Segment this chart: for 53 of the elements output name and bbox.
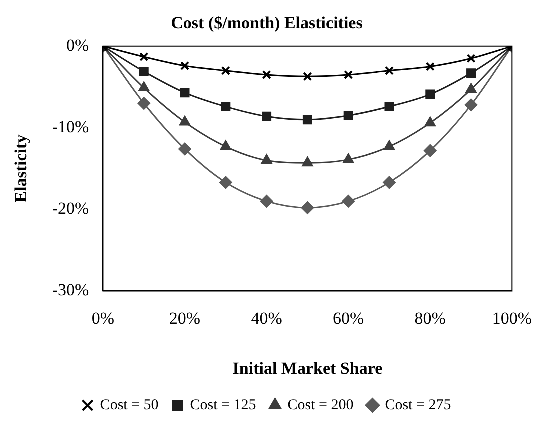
x-tick-label: 60% [333, 308, 364, 328]
y-tick-label: -20% [52, 199, 90, 218]
y-tick-label: -10% [52, 117, 90, 136]
point [140, 52, 149, 62]
y-tick-label: -30% [52, 280, 90, 300]
point [262, 70, 272, 80]
point [139, 66, 149, 76]
point [384, 140, 396, 150]
point [303, 72, 312, 82]
point [179, 116, 191, 126]
point [301, 201, 314, 214]
y-axis-title: Elasticity [12, 134, 31, 203]
chart-title: Cost ($/month) Elasticities [171, 14, 364, 33]
point [464, 98, 478, 112]
point [219, 176, 232, 190]
legend-label: Cost = 275 [385, 397, 452, 414]
x-tick-label: 0% [92, 308, 115, 328]
y-tick-label: 0% [66, 36, 90, 55]
point [180, 61, 190, 71]
point [466, 68, 476, 78]
point [466, 83, 477, 94]
point [138, 82, 150, 92]
x-tick-label: 20% [169, 308, 201, 328]
point [180, 88, 190, 98]
point [220, 140, 232, 150]
x-tick-label: 40% [251, 308, 282, 328]
point [302, 156, 314, 167]
point [424, 144, 437, 158]
legend-label: Cost = 200 [288, 397, 354, 414]
point [344, 70, 354, 80]
point [262, 112, 272, 122]
point [344, 111, 354, 121]
point [342, 153, 354, 164]
point [138, 97, 151, 110]
legend-label: Cost = 50 [100, 397, 159, 414]
point [178, 142, 192, 156]
point [342, 194, 356, 208]
point [260, 194, 274, 208]
point [466, 54, 476, 64]
point [384, 66, 394, 76]
point [221, 102, 231, 112]
x-tick-label: 80% [414, 308, 446, 328]
point [221, 66, 230, 76]
legend-label: Cost = 125 [190, 397, 256, 414]
point [426, 62, 435, 72]
point [382, 176, 396, 190]
point [426, 90, 436, 100]
x-tick-label: 100% [492, 308, 532, 328]
point [261, 154, 272, 164]
point [384, 102, 394, 112]
point [424, 116, 436, 127]
x-axis-title: Initial Market Share [232, 359, 384, 378]
point [302, 115, 312, 125]
